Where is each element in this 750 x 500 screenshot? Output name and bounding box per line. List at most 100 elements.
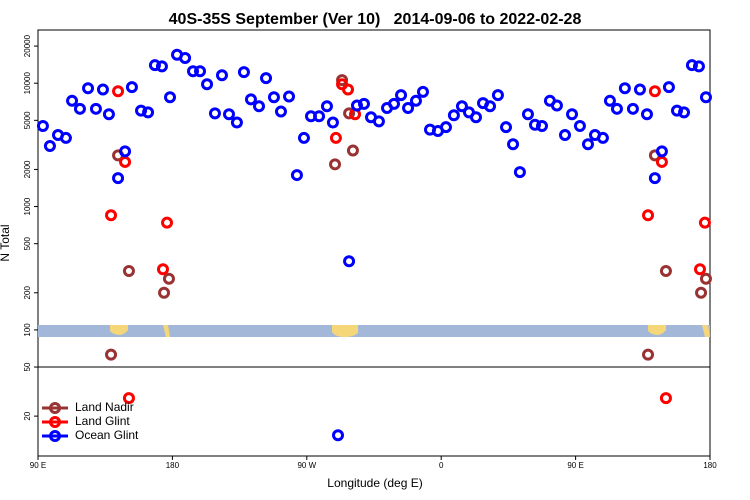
chart-title: 40S-35S September (Ver 10) 2014-09-06 to…	[169, 11, 582, 28]
x-tick-label: 0	[439, 461, 444, 470]
marker	[96, 83, 109, 96]
marker	[201, 78, 214, 91]
marker	[237, 66, 250, 79]
y-tick-label: 1000	[23, 197, 32, 215]
marker	[89, 102, 102, 115]
y-tick-label: 100	[23, 323, 32, 337]
series	[36, 48, 712, 442]
marker	[699, 91, 712, 104]
marker	[528, 118, 541, 131]
marker	[82, 82, 95, 95]
y-tick-label: 5000	[23, 111, 32, 129]
marker	[670, 104, 683, 117]
marker	[536, 119, 548, 132]
marker	[581, 138, 594, 151]
marker	[329, 158, 342, 171]
marker	[336, 74, 349, 87]
marker	[260, 72, 273, 85]
marker	[662, 81, 675, 94]
marker	[164, 91, 177, 104]
marker	[119, 145, 132, 158]
marker	[633, 83, 646, 96]
marker	[372, 115, 385, 128]
marker	[208, 107, 221, 120]
marker	[484, 100, 497, 113]
legend-label: Land Glint	[75, 414, 130, 428]
marker	[513, 166, 526, 179]
marker	[135, 104, 148, 117]
land	[110, 325, 128, 335]
series	[105, 74, 712, 361]
marker	[253, 100, 266, 113]
marker	[215, 69, 228, 82]
marker	[350, 99, 363, 112]
marker	[43, 139, 56, 152]
marker	[343, 107, 356, 120]
marker	[274, 105, 287, 118]
marker	[455, 100, 468, 113]
y-tick-label: 2000	[23, 160, 32, 178]
marker	[640, 108, 653, 121]
marker	[648, 85, 661, 98]
marker	[642, 348, 655, 361]
marker	[603, 94, 616, 107]
marker	[566, 108, 579, 121]
marker	[692, 60, 705, 73]
x-tick-label: 90 W	[297, 461, 316, 470]
marker	[695, 286, 708, 299]
marker	[155, 60, 168, 73]
marker	[596, 131, 609, 144]
marker	[297, 131, 310, 144]
marker	[283, 90, 296, 103]
y-tick-label: 500	[23, 236, 32, 250]
marker	[244, 93, 257, 106]
marker	[693, 263, 706, 276]
series	[105, 78, 711, 405]
marker	[416, 85, 429, 98]
y-axis-label: N Total	[0, 224, 12, 261]
marker	[610, 102, 623, 115]
x-tick-label: 180	[703, 461, 717, 470]
y-tick-label: 50	[23, 362, 32, 371]
marker	[447, 109, 460, 122]
marker	[402, 101, 415, 114]
marker	[66, 94, 79, 107]
marker	[112, 85, 125, 98]
land-shapes	[110, 325, 710, 337]
marker	[194, 65, 207, 78]
marker	[148, 59, 161, 72]
marker	[573, 119, 586, 132]
marker	[500, 121, 513, 134]
land	[332, 325, 358, 337]
marker	[659, 392, 672, 405]
marker	[267, 91, 280, 104]
marker	[119, 155, 132, 168]
marker	[36, 119, 49, 132]
land	[163, 325, 170, 337]
y-tick-label: 10000	[23, 72, 32, 95]
x-tick-label: 90 E	[30, 461, 46, 470]
marker	[388, 97, 401, 110]
marker	[332, 429, 345, 442]
legend-marker	[49, 402, 61, 414]
x-tick-label: 180	[166, 461, 180, 470]
marker	[112, 172, 125, 185]
marker	[329, 131, 342, 144]
marker	[187, 65, 200, 78]
marker	[158, 286, 171, 299]
marker	[558, 129, 571, 142]
x-axis-label: Longitude (deg E)	[327, 476, 422, 490]
marker	[550, 99, 563, 112]
marker	[439, 121, 452, 134]
marker	[521, 108, 534, 121]
marker	[655, 155, 668, 168]
marker	[395, 89, 408, 102]
legend-label: Ocean Glint	[75, 428, 139, 442]
legend-marker	[49, 430, 61, 442]
marker	[125, 81, 138, 94]
marker	[142, 106, 155, 119]
land	[648, 325, 666, 335]
